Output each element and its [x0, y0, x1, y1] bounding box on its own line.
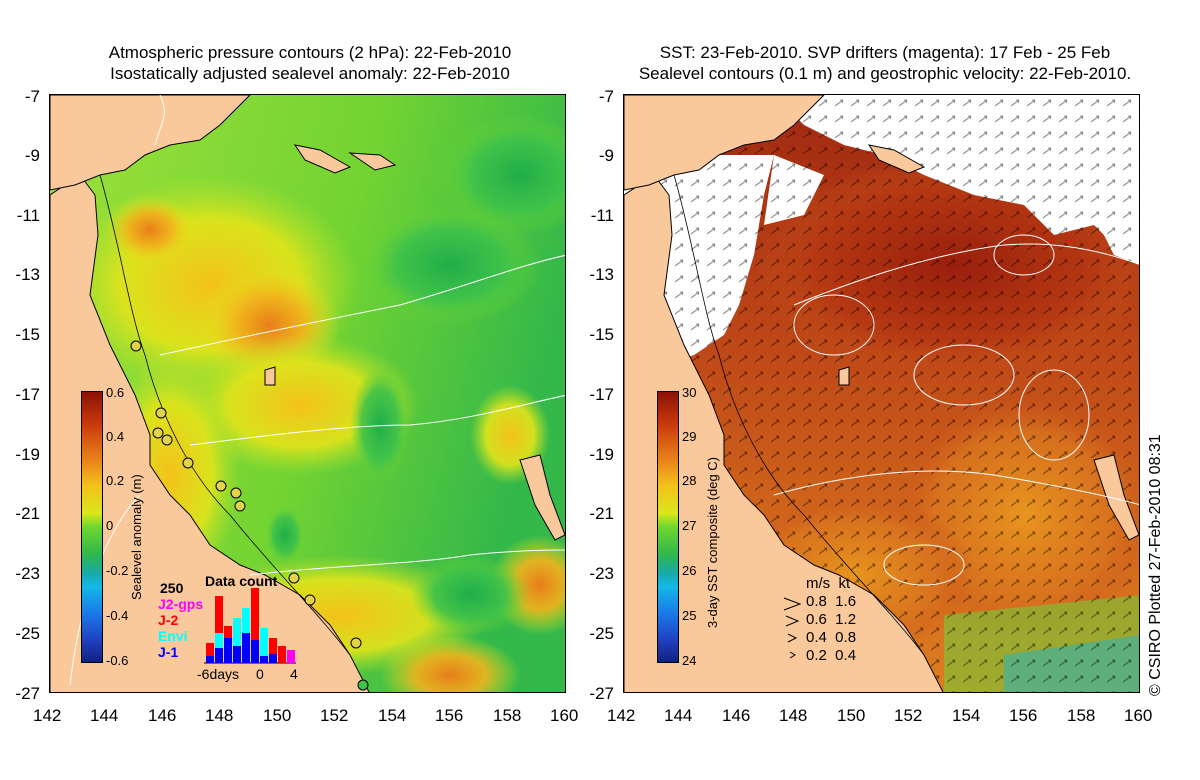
left-xtick-1: 144 — [90, 706, 119, 725]
right-ytick-2: -11 — [590, 206, 614, 225]
right-xtick-8: 158 — [1067, 706, 1096, 725]
velocity-legend-arrows — [783, 597, 802, 659]
sst-tick-2: 28 — [682, 473, 697, 488]
right-ytick-5: -17 — [589, 385, 614, 404]
sla-tick-6: -0.6 — [106, 653, 129, 668]
sst-colorbar — [657, 391, 679, 663]
sst-tick-5: 25 — [682, 608, 697, 623]
data-count-histogram — [204, 588, 296, 664]
sst-tick-1: 29 — [682, 429, 697, 444]
left-ytick-3: -13 — [15, 265, 40, 284]
right-xtick-9: 160 — [1124, 706, 1153, 725]
right-title-line1: SST: 23-Feb-2010. SVP drifters (magenta)… — [659, 43, 1111, 62]
right-xtick-5: 152 — [894, 706, 923, 725]
left-ytick-6: -19 — [15, 445, 40, 464]
right-ytick-10: -27 — [589, 684, 614, 703]
data-count-label-envi: Envi — [158, 628, 188, 644]
left-xtick-0: 142 — [33, 706, 62, 725]
right-ytick-7: -21 — [589, 504, 614, 523]
left-ytick-5: -17 — [15, 385, 40, 404]
left-ytick-1: -9 — [24, 146, 40, 165]
right-ytick-0: -7 — [598, 87, 614, 106]
right-ytick-9: -25 — [589, 624, 614, 643]
data-count-xlabel-1: 0 — [256, 666, 264, 682]
left-ytick-2: -11 — [16, 206, 40, 225]
left-xtick-6: 154 — [378, 706, 407, 725]
left-xtick-2: 146 — [148, 706, 177, 725]
sealevel-colorbar — [81, 391, 103, 663]
sla-tick-1: 0.4 — [106, 429, 125, 444]
sla-tick-3: 0 — [106, 518, 114, 533]
right-ytick-4: -15 — [589, 325, 614, 344]
right-xtick-0: 142 — [607, 706, 636, 725]
right-xtick-3: 148 — [779, 706, 808, 725]
right-ytick-6: -19 — [589, 445, 614, 464]
velocity-legend-row-1: 0.6 1.2 — [806, 611, 857, 628]
left-xtick-3: 148 — [205, 706, 234, 725]
left-ytick-8: -23 — [15, 564, 40, 583]
sla-tick-0: 0.6 — [106, 385, 125, 400]
sst-map — [623, 94, 1140, 693]
data-count-label-j2gps: J2-gps — [158, 596, 204, 612]
data-count-label-j1: J-1 — [158, 644, 179, 660]
right-ytick-3: -13 — [589, 265, 614, 284]
sla-tick-4: -0.2 — [106, 563, 129, 578]
right-xtick-4: 150 — [837, 706, 866, 725]
right-xtick-6: 154 — [952, 706, 981, 725]
left-title-line2: Isostatically adjusted sealevel anomaly:… — [110, 64, 510, 83]
left-ytick-9: -25 — [15, 624, 40, 643]
data-count-label-j2: J-2 — [158, 612, 179, 628]
sst-tick-6: 24 — [682, 653, 697, 668]
right-title-line2: Sealevel contours (0.1 m) and geostrophi… — [638, 64, 1132, 83]
sealevel-colorbar-label: Sealevel anomaly (m) — [129, 474, 144, 600]
velocity-legend-row-2: 0.4 0.8 — [806, 629, 857, 646]
velocity-legend-row-3: 0.2 0.4 — [806, 647, 857, 664]
right-ytick-8: -23 — [589, 564, 614, 583]
velocity-legend-header: m/s kt — [806, 575, 851, 592]
sealevel-anomaly-map — [49, 94, 566, 693]
sst-tick-4: 26 — [682, 563, 697, 578]
sst-map-svg — [624, 95, 1139, 692]
data-count-title: Data count — [205, 573, 278, 589]
left-ytick-10: -27 — [15, 684, 40, 703]
right-xtick-7: 156 — [1009, 706, 1038, 725]
left-xtick-7: 156 — [435, 706, 464, 725]
csiro-credit: © CSIRO Plotted 27-Feb-2010 08:31 — [1147, 434, 1164, 696]
left-ytick-4: -15 — [15, 325, 40, 344]
sla-tick-2: 0.2 — [106, 473, 125, 488]
data-count-xlabel-2: 4 — [290, 666, 298, 682]
left-ytick-0: -7 — [24, 87, 40, 106]
right-xtick-2: 146 — [722, 706, 751, 725]
left-xtick-4: 150 — [263, 706, 292, 725]
left-xtick-9: 160 — [550, 706, 579, 725]
right-ytick-1: -9 — [598, 146, 614, 165]
sst-colorbar-label: 3-day SST composite (deg C) — [705, 457, 720, 628]
velocity-legend-row-0: 0.8 1.6 — [806, 593, 857, 610]
histogram-bars — [206, 588, 295, 663]
data-count-xlabel-0: -6days — [197, 666, 240, 682]
left-xtick-5: 152 — [320, 706, 349, 725]
left-xtick-8: 158 — [493, 706, 522, 725]
sealevel-map-svg — [50, 95, 565, 692]
data-count-ymax: 250 — [160, 580, 184, 596]
sst-tick-3: 27 — [682, 518, 697, 533]
right-xtick-1: 144 — [664, 706, 693, 725]
sst-tick-0: 30 — [682, 385, 697, 400]
left-title-line1: Atmospheric pressure contours (2 hPa): 2… — [108, 43, 512, 62]
left-ytick-7: -21 — [15, 504, 40, 523]
sla-tick-5: -0.4 — [106, 608, 129, 623]
